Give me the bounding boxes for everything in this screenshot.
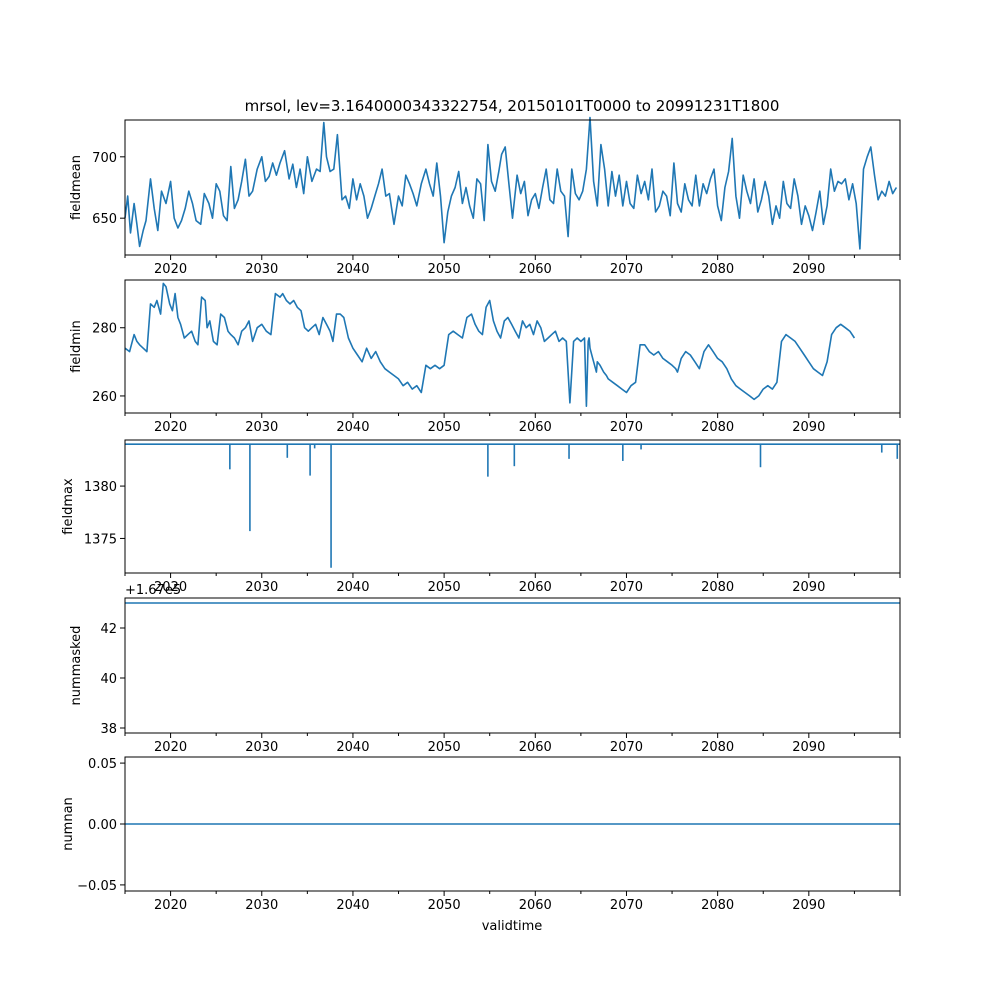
nummasked-xtick-label-2040: 2040 bbox=[336, 740, 369, 755]
fieldmean-ytick-label-0: 650 bbox=[92, 212, 117, 227]
fieldmean-panel: 2020 2030 2040 2050 2060 2070 2080 2090 650 700 fi… bbox=[69, 116, 901, 277]
fieldmin-xtick-label-2060: 2060 bbox=[519, 420, 552, 435]
fieldmean-xtick-label-2040: 2040 bbox=[336, 262, 369, 277]
nummasked-ytick-label-0: 38 bbox=[100, 722, 117, 737]
numnan-xtick-label-2060: 2060 bbox=[519, 898, 552, 913]
fieldmax-ytick-label-1: 1380 bbox=[84, 480, 117, 495]
nummasked-xtick-label-2070: 2070 bbox=[610, 740, 643, 755]
nummasked-panel: 2020 2030 2040 2050 2060 2070 2080 2090 38 40 42 nu… bbox=[69, 597, 901, 755]
nummasked-y-axis-label: nummasked bbox=[69, 626, 84, 706]
fieldmin-xtick-label-2080: 2080 bbox=[701, 420, 734, 435]
numnan-xtick-label-2070: 2070 bbox=[610, 898, 643, 913]
fieldmax-ytick-label-0: 1375 bbox=[84, 532, 117, 547]
fieldmean-y-axis-label: fieldmean bbox=[69, 155, 84, 220]
numnan-ytick-label-1: 0.00 bbox=[88, 818, 117, 833]
nummasked-xtick-label-2030: 2030 bbox=[245, 740, 278, 755]
nummasked-xtick-label-2060: 2060 bbox=[519, 740, 552, 755]
numnan-xtick-label-2080: 2080 bbox=[701, 898, 734, 913]
x-axis-label: validtime bbox=[482, 919, 543, 934]
nummasked-ytick-label-2: 42 bbox=[100, 622, 117, 637]
fieldmin-axes-frame bbox=[124, 279, 901, 414]
fieldmin-series-line bbox=[124, 282, 856, 408]
fieldmin-panel: 2020 2030 2040 2050 2060 2070 2080 2090 260 280 fi… bbox=[69, 279, 901, 435]
nummasked-ytick-label-1: 40 bbox=[100, 672, 117, 687]
fieldmin-y-axis-label: fieldmin bbox=[69, 320, 84, 373]
fieldmax-axes-frame bbox=[124, 439, 901, 574]
fieldmax-y-axis-label: fieldmax bbox=[61, 478, 76, 535]
fieldmin-xtick-label-2070: 2070 bbox=[610, 420, 643, 435]
fieldmean-ytick-label-1: 700 bbox=[92, 151, 117, 166]
nummasked-xtick-label-2020: 2020 bbox=[154, 740, 187, 755]
fieldmean-xtick-label-2090: 2090 bbox=[792, 262, 825, 277]
fieldmax-xtick-label-2060: 2060 bbox=[519, 580, 552, 595]
numnan-xtick-label-2090: 2090 bbox=[792, 898, 825, 913]
fieldmin-xtick-label-2040: 2040 bbox=[336, 420, 369, 435]
fieldmean-xtick-label-2070: 2070 bbox=[610, 262, 643, 277]
numnan-ytick-label-2: 0.05 bbox=[88, 757, 117, 772]
numnan-xtick-label-2020: 2020 bbox=[154, 898, 187, 913]
nummasked-axes-frame bbox=[124, 597, 901, 734]
fieldmin-ytick-label-1: 280 bbox=[92, 322, 117, 337]
fieldmax-panel: 2020 2030 2040 2050 2060 2070 2080 2090 1375 1380… bbox=[61, 439, 901, 595]
nummasked-xtick-label-2090: 2090 bbox=[792, 740, 825, 755]
fieldmax-xtick-label-2040: 2040 bbox=[336, 580, 369, 595]
fieldmax-xtick-label-2070: 2070 bbox=[610, 580, 643, 595]
fieldmean-xtick-label-2080: 2080 bbox=[701, 262, 734, 277]
fieldmax-xtick-label-2050: 2050 bbox=[428, 580, 461, 595]
fieldmin-xtick-label-2050: 2050 bbox=[428, 420, 461, 435]
numnan-xtick-label-2050: 2050 bbox=[428, 898, 461, 913]
nummasked-xtick-label-2080: 2080 bbox=[701, 740, 734, 755]
fieldmax-xtick-label-2030: 2030 bbox=[245, 580, 278, 595]
fieldmean-xtick-label-2020: 2020 bbox=[154, 262, 187, 277]
numnan-ytick-label-0: −0.05 bbox=[77, 879, 117, 894]
fieldmin-xtick-label-2090: 2090 bbox=[792, 420, 825, 435]
numnan-y-axis-label: numnan bbox=[61, 797, 76, 851]
fieldmax-xtick-label-2090: 2090 bbox=[792, 580, 825, 595]
fieldmean-axes-frame bbox=[124, 119, 901, 256]
numnan-xtick-label-2040: 2040 bbox=[336, 898, 369, 913]
fieldmean-xtick-label-2050: 2050 bbox=[428, 262, 461, 277]
fieldmin-xtick-label-2030: 2030 bbox=[245, 420, 278, 435]
nummasked-xtick-label-2050: 2050 bbox=[428, 740, 461, 755]
fieldmax-xtick-label-2020: 2020 bbox=[154, 580, 187, 595]
fieldmean-xtick-label-2030: 2030 bbox=[245, 262, 278, 277]
fieldmin-ytick-label-0: 260 bbox=[92, 390, 117, 405]
numnan-xtick-label-2030: 2030 bbox=[245, 898, 278, 913]
numnan-panel: 2020 2030 2040 2050 2060 2070 2080 2090 −0.05 0.0… bbox=[61, 756, 901, 913]
nummasked-offset-text: +1.67e5 bbox=[125, 583, 181, 598]
fieldmin-xtick-label-2020: 2020 bbox=[154, 420, 187, 435]
fieldmean-series-line bbox=[124, 116, 898, 250]
fieldmean-xtick-label-2060: 2060 bbox=[519, 262, 552, 277]
subplots: 2020 2030 2040 2050 2060 2070 2080 2090 650 700 fi… bbox=[61, 116, 901, 913]
fieldmax-xtick-label-2080: 2080 bbox=[701, 580, 734, 595]
chart-title: mrsol, lev=3.1640000343322754, 20150101T… bbox=[245, 97, 780, 115]
